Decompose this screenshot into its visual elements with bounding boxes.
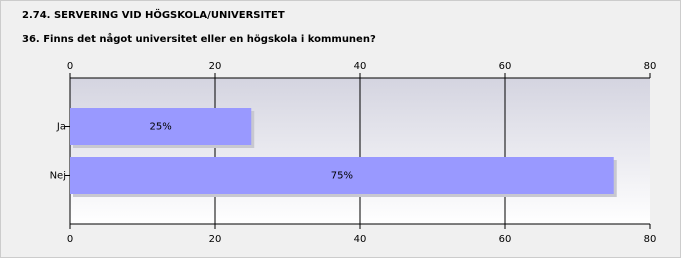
x-tick-label: 60	[499, 234, 512, 245]
x-tick-label: 20	[209, 234, 222, 245]
y-tick-label: Ja	[56, 122, 66, 133]
x-tick-label: 40	[354, 234, 367, 245]
bar	[70, 157, 614, 194]
y-tick-label: Nej	[50, 171, 66, 182]
chart-subtitle: 36. Finns det något universitet eller en…	[22, 32, 376, 45]
x-tick-label: 0	[67, 234, 73, 245]
x-tick-label: 80	[644, 61, 657, 72]
x-tick-label: 60	[499, 61, 512, 72]
chart-title: 2.74. SERVERING VID HÖGSKOLA/UNIVERSITET	[22, 7, 285, 21]
x-tick-label: 40	[354, 61, 367, 72]
bar	[70, 108, 252, 145]
x-tick-label: 80	[644, 234, 657, 245]
x-tick-label: 0	[67, 61, 73, 72]
x-tick-label: 20	[209, 61, 222, 72]
value-label: 25%	[150, 122, 172, 133]
value-label: 75%	[331, 171, 353, 182]
